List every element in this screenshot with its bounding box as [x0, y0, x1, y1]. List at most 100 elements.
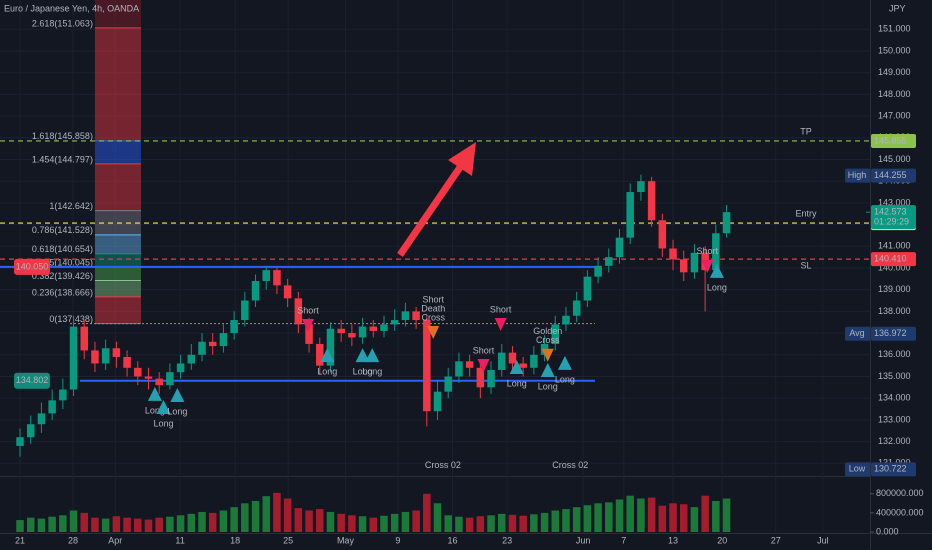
- signal-marker: [494, 317, 507, 331]
- volume-bar: [380, 515, 388, 532]
- fib-label: 2.618(151.063): [32, 18, 93, 28]
- price-tag: [871, 326, 916, 341]
- fib-band: [94, 296, 141, 324]
- volume-bar: [701, 495, 709, 532]
- currency: JPY: [889, 3, 906, 13]
- signal-marker: [557, 355, 572, 370]
- candle-body: [69, 326, 78, 390]
- y-tick-label: 139.000: [878, 284, 911, 294]
- signal-label: Long: [317, 366, 337, 376]
- y-tick-label: 148.000: [878, 89, 911, 99]
- signal-marker: [355, 348, 370, 363]
- volume-bar: [358, 516, 367, 532]
- volume-bar: [26, 517, 35, 532]
- signal-label: Golden: [533, 326, 562, 336]
- x-tick-label: 11: [175, 535, 184, 545]
- volume-bar: [626, 495, 634, 532]
- candle-body: [412, 311, 420, 321]
- price-tag-title: High: [848, 170, 867, 180]
- candle-body: [476, 367, 485, 388]
- volume-bar: [348, 515, 356, 532]
- signal-marker: [365, 348, 380, 363]
- signal-marker: [147, 386, 162, 401]
- volume-bar: [476, 516, 485, 532]
- price-tag-label: 130.722: [874, 464, 907, 474]
- candle-body: [615, 237, 624, 258]
- fib-label: 1.618(145.858): [32, 131, 93, 141]
- volume-bar: [497, 513, 506, 532]
- price-tag-label: 142.573: [874, 207, 907, 217]
- volume-bar: [583, 505, 592, 532]
- y-tick-label: 145.000: [878, 154, 911, 164]
- volume-bar: [423, 493, 431, 532]
- candle-body: [16, 437, 24, 446]
- x-tick-label: 16: [447, 535, 457, 545]
- candle-body: [37, 413, 46, 425]
- volume-bar: [712, 500, 720, 532]
- chart-title: Euro / Japanese Yen, 4h, OANDA: [4, 3, 139, 13]
- candle-body: [519, 363, 527, 368]
- price-tag: [14, 372, 50, 389]
- volume-bar: [615, 499, 624, 532]
- candle-body: [251, 281, 260, 301]
- fib-label: 1.454(144.797): [32, 154, 93, 164]
- volume-bar: [722, 498, 731, 532]
- price-tag-label: 140.410: [874, 253, 907, 263]
- volume-bar: [337, 513, 345, 532]
- signal-label: Short: [697, 246, 719, 256]
- volume-bar: [101, 518, 110, 532]
- candle-body: [369, 326, 378, 331]
- candle-body: [219, 333, 228, 347]
- volume-tick-label: 800000.000: [876, 488, 924, 498]
- volume-bar: [401, 511, 410, 532]
- signal-label: Long: [538, 381, 558, 391]
- x-tick-label: 21: [15, 535, 25, 545]
- price-tag: [871, 252, 916, 267]
- candle-body: [594, 265, 602, 277]
- candle-body: [551, 324, 560, 344]
- price-tag-label: 136.972: [874, 328, 907, 338]
- candle-body: [241, 300, 249, 321]
- y-tick-label: 140.000: [878, 262, 911, 272]
- candle-body: [316, 343, 324, 366]
- volume-bar: [316, 509, 324, 532]
- candle-body: [198, 341, 206, 355]
- signal-label: Long: [707, 282, 727, 292]
- volume-bar: [123, 517, 131, 532]
- signal-marker: [427, 326, 440, 340]
- signal-label: Long: [353, 366, 373, 376]
- volume-bar: [690, 507, 699, 532]
- fib-band: [94, 253, 141, 268]
- candle-body: [283, 285, 292, 299]
- volume-bar: [679, 504, 688, 532]
- signal-label: Short: [422, 294, 444, 304]
- signal-marker: [170, 388, 185, 403]
- volume-bar: [251, 500, 260, 532]
- volume-bar: [508, 514, 517, 532]
- candle-body: [230, 320, 238, 334]
- volume-bar: [134, 518, 142, 532]
- x-tick-label: 18: [230, 535, 240, 545]
- x-tick-label: 20: [717, 535, 727, 545]
- candle-body: [647, 181, 656, 221]
- candle-body: [348, 333, 356, 338]
- fib-label: 0.236(138.666): [32, 287, 93, 297]
- x-tick-label: 13: [668, 535, 678, 545]
- candle-body: [626, 192, 634, 238]
- candle-body: [423, 320, 431, 412]
- fib-label: 0.786(141.528): [32, 225, 93, 235]
- candle-body: [144, 376, 153, 379]
- candle-body: [166, 372, 174, 386]
- volume-bar: [155, 517, 163, 532]
- x-tick-label: 28: [68, 535, 78, 545]
- volume-bar: [273, 492, 281, 532]
- signal-marker: [541, 348, 554, 362]
- price-tag-title: Low: [849, 464, 866, 474]
- y-tick-label: 132.000: [878, 436, 911, 446]
- volume-bar: [540, 512, 549, 532]
- candle-body: [572, 300, 581, 316]
- volume-bar: [176, 515, 185, 532]
- arrow: [397, 142, 476, 257]
- signal-label: Death: [421, 303, 445, 313]
